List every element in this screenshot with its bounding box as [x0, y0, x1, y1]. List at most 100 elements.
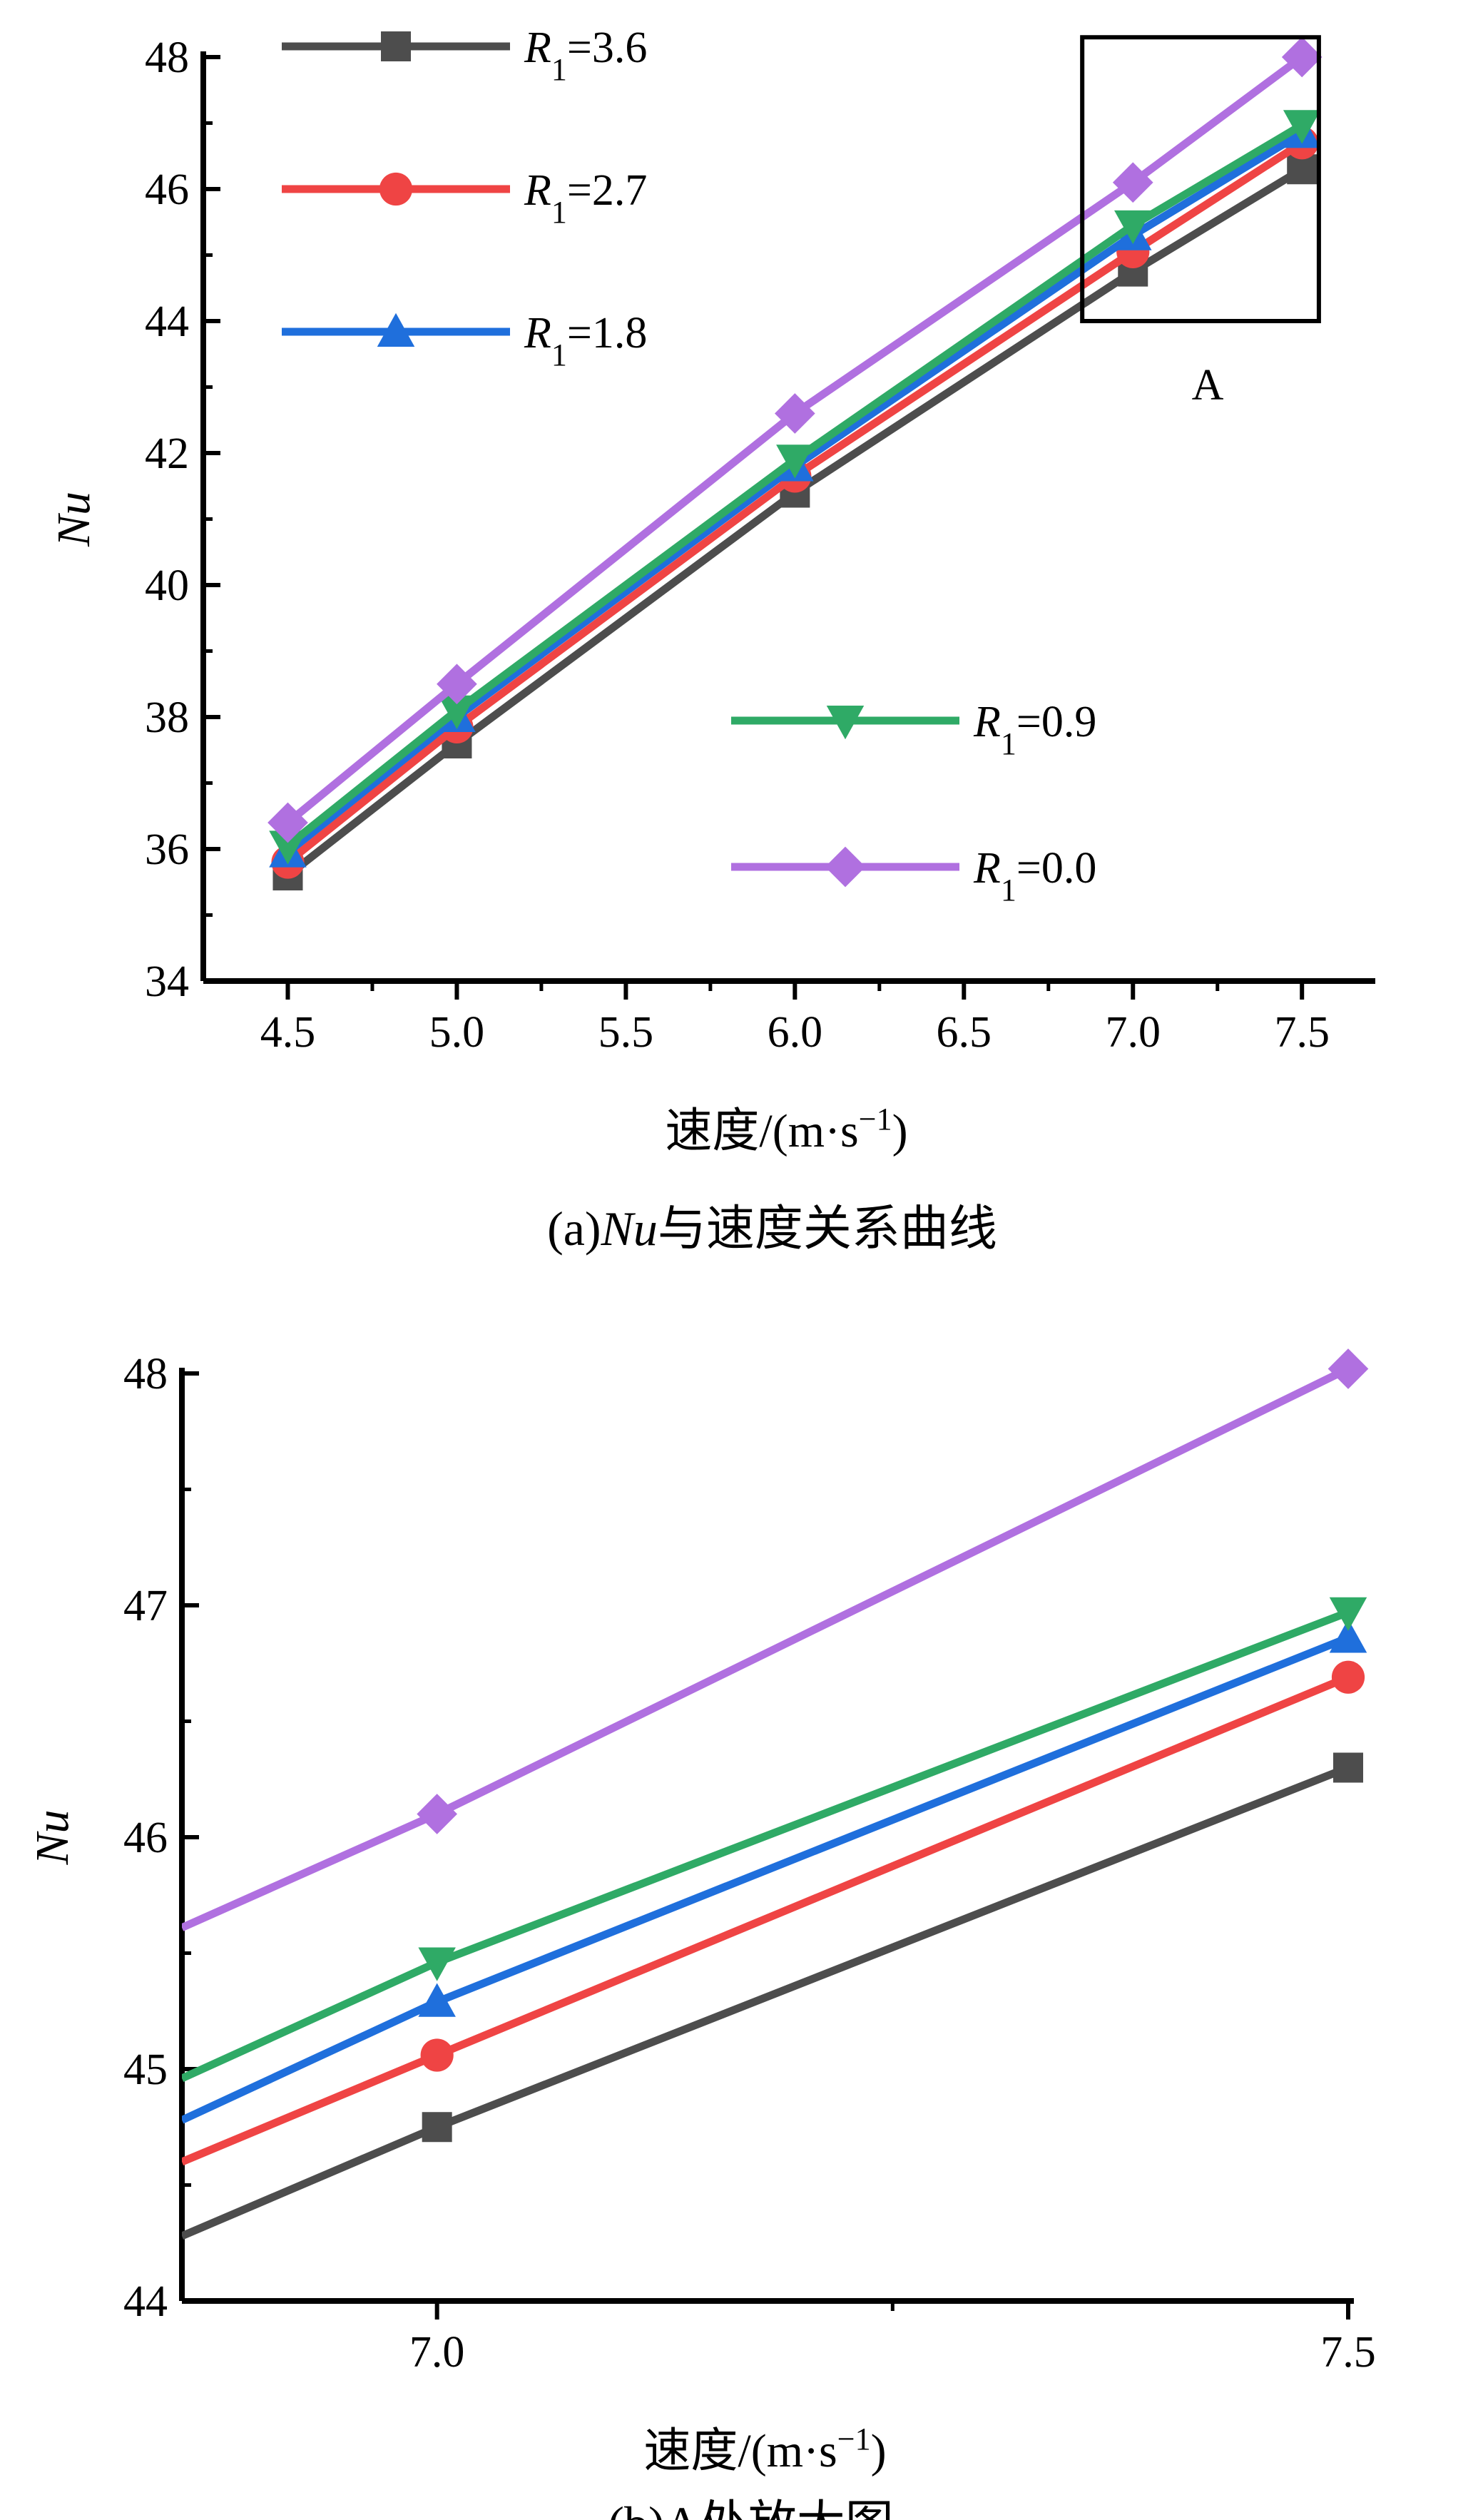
x-tick-label: 7.5: [1320, 2328, 1376, 2377]
legend-marker: [377, 313, 415, 347]
x-axis-title-part-2: ): [892, 1105, 908, 1157]
legend-marker: [381, 31, 411, 61]
legend-label-part-2: =0.0: [1016, 844, 1096, 893]
series-R1=1.8: [182, 1619, 1367, 2124]
chart-b: 44 45 46 47 48 7.0 7.5 Nu 速度/(m·s−1) (b)A处放大图: [26, 1348, 1376, 2520]
legend-label-part-2: =3.6: [567, 24, 647, 72]
zoom-box: [1080, 35, 1321, 323]
figure-caption: (a)Nu与速度关系曲线: [547, 1201, 997, 1256]
legend-entry-R1=3.6: R1=3.6: [282, 24, 647, 87]
series-line: [182, 1365, 1350, 1931]
legend-label-part-0: R: [973, 698, 1001, 746]
legend-entry-R1=0.9: R1=0.9: [731, 698, 1096, 761]
y-tick-label: 48: [145, 34, 189, 82]
data-point: [438, 695, 476, 729]
x-tick-label: 7.0: [409, 2328, 465, 2377]
zoom-box-label: A: [1192, 361, 1224, 410]
series-R1=0.9: [269, 110, 1321, 865]
y-tick-label: 34: [145, 957, 189, 1006]
x-axis-title-part-0: 速度/(m·s: [665, 1105, 858, 1157]
data-point: [1329, 1619, 1367, 1653]
y-axis-title: Nu: [26, 1809, 78, 1865]
figure-caption-part-0: (b): [608, 2496, 664, 2520]
y-tick-label: 36: [145, 825, 189, 874]
legend-label-part-1: 1: [551, 337, 567, 372]
y-tick-label: 46: [145, 166, 189, 214]
y-tick-label: 46: [123, 1814, 168, 1862]
y-tick-label: 38: [145, 693, 189, 742]
x-axis-title-part-1: −1: [859, 1102, 892, 1137]
x-axis-title-part-1: −1: [837, 2422, 871, 2457]
data-point: [776, 444, 814, 479]
data-point: [1114, 210, 1152, 245]
series-R1=2.7: [182, 1660, 1365, 2166]
x-tick-label: 6.0: [768, 1008, 823, 1057]
series-R1=0.9: [182, 1597, 1367, 2083]
legend-marker: [826, 706, 865, 740]
series-R1=0.0: [182, 1348, 1369, 1931]
figure-caption-part-2: 与速度关系曲线: [658, 1201, 997, 1256]
legend-entry-R1=0.0: R1=0.0: [731, 844, 1096, 908]
legend-label-part-0: R: [524, 166, 551, 215]
legend-label-part-0: R: [524, 309, 551, 357]
x-tick-label: 7.0: [1106, 1008, 1161, 1057]
legend-label-part-0: R: [524, 24, 551, 72]
data-point: [418, 1983, 456, 2017]
x-axis-title: 速度/(m·s−1): [665, 1102, 907, 1158]
y-tick-label: 40: [145, 562, 189, 610]
series-line: [182, 1634, 1350, 2124]
series-line: [182, 1673, 1350, 2166]
x-axis-title-part-2: ): [871, 2425, 887, 2477]
data-point: [1333, 1752, 1363, 1783]
legend-label-part-1: 1: [1001, 726, 1016, 761]
legend-label-part-2: =2.7: [567, 166, 647, 215]
data-point: [420, 2038, 454, 2072]
figure-caption: (b)A处放大图: [608, 2496, 893, 2520]
legend-label: R1=3.6: [524, 24, 647, 87]
y-tick-label: 44: [123, 2277, 168, 2326]
data-point: [1281, 36, 1323, 78]
legend-entry-R1=2.7: R1=2.7: [282, 166, 647, 230]
series-R1=3.6: [272, 154, 1318, 890]
legend-label-part-0: R: [973, 844, 1001, 893]
legend-label-part-1: 1: [551, 195, 567, 230]
y-tick-label: 44: [145, 298, 189, 346]
x-tick-label: 4.5: [260, 1008, 316, 1057]
legend-label-part-2: =1.8: [567, 309, 647, 357]
legend-marker: [379, 172, 413, 206]
data-point: [437, 664, 477, 705]
x-tick-label: 5.0: [429, 1008, 485, 1057]
data-point: [269, 830, 307, 865]
data-point: [774, 393, 815, 434]
series-R1=3.6: [182, 1752, 1363, 2240]
y-tick-label: 45: [123, 2046, 168, 2094]
data-point: [1112, 162, 1153, 203]
x-axis-title: 速度/(m·s−1): [643, 2422, 886, 2478]
figure-caption-part-2: A处放大图: [665, 2496, 894, 2520]
legend-label-part-1: 1: [551, 52, 567, 87]
series-line: [285, 54, 1305, 826]
series-line: [285, 166, 1305, 879]
x-tick-label: 6.5: [937, 1008, 992, 1057]
data-point: [1331, 1660, 1365, 1694]
series-line: [182, 1608, 1350, 2083]
data-point: [417, 1794, 458, 1834]
x-tick-label: 7.5: [1274, 1008, 1330, 1057]
x-axis-title-part-0: 速度/(m·s: [643, 2425, 837, 2477]
data-point: [1327, 1348, 1369, 1389]
y-tick-label: 42: [145, 430, 189, 478]
legend-label: R1=0.9: [973, 698, 1096, 761]
data-point: [1329, 1597, 1367, 1631]
legend-label-part-2: =0.9: [1016, 698, 1096, 746]
x-tick-label: 5.5: [598, 1008, 654, 1057]
legend-label-part-1: 1: [1001, 873, 1016, 908]
data-point: [1283, 110, 1321, 144]
series-R1=0.0: [267, 36, 1323, 843]
y-tick-label: 47: [123, 1582, 168, 1630]
legend-label: R1=2.7: [524, 166, 647, 230]
data-point: [422, 2112, 452, 2143]
legend-marker: [825, 846, 866, 888]
data-point: [267, 802, 308, 843]
legend-entry-R1=1.8: R1=1.8: [282, 309, 647, 372]
